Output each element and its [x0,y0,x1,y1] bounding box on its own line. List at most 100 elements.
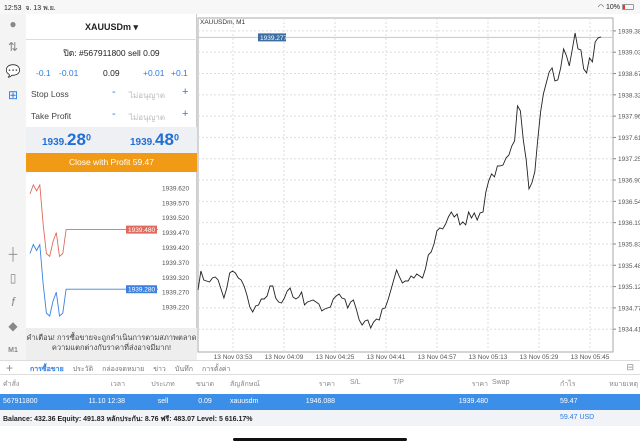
table-cell: คำสั่ง [3,381,20,388]
volume-value[interactable]: 0.09 [103,68,120,78]
y-tick-label: 1936.190 [618,220,640,227]
table-row[interactable]: 567911800 11.10 12:38 sell 0.09 xauusdm 1946.… [0,394,640,410]
mini-y-tick-label: 1939.320 [162,275,189,282]
home-indicator [233,438,407,441]
table-cell: ประเภท [151,381,175,388]
symbol-selector[interactable]: XAUUSDm ▾ [26,14,197,40]
take-profit-field[interactable]: ไม่อนุญาต [129,113,166,122]
chart-type-icon[interactable]: ▯ [9,271,17,285]
price-box: 1939.280 1939.480 [26,127,197,153]
table-cell: กำไร [560,381,576,388]
take-profit-label: Take Profit [31,111,72,121]
total-profit: 59.47 USD [560,414,595,421]
warning-line: ความแตกต่างกับราคาที่ส่งอาจมีมาก! [51,343,172,352]
tab-0[interactable]: การซื้อขาย [30,366,64,373]
x-tick-label: 13 Nov 04:57 [418,354,457,360]
ask-line [29,183,158,258]
chevron-down-icon: ▾ [133,22,139,32]
mini-y-tick-label: 1939.570 [162,200,189,207]
table-cell: Swap [492,379,510,386]
x-tick-label: 13 Nov 04:09 [265,354,304,360]
x-tick-label: 13 Nov 04:41 [367,354,406,360]
bid-price: 1939.280 [42,130,91,149]
timeframe-m1-icon[interactable]: M1 [8,347,18,354]
table-header: คำสั่ง เวลา ประเภท ขนาด สัญลักษณ์ ราคา S/L T/P ร… [0,375,640,393]
table-cell: 11.10 12:38 [88,398,125,405]
status-bar: 12:53 จ. 13 พ.ย. ◠ 10% [0,0,640,14]
bid-price-label: 1939.280 [128,287,155,294]
table-cell: 0.09 [198,398,212,405]
tab-4[interactable]: บันทึก [174,366,193,373]
y-tick-label: 1937.255 [618,156,640,163]
mini-y-tick-label: 1939.620 [162,185,189,192]
chart-title: XAUUSDm, M1 [200,19,246,26]
new-order-icon[interactable]: ⊞ [7,88,19,102]
current-price-label: 1939.277 [260,35,287,42]
chat-icon[interactable]: 💬 [5,64,21,78]
table-cell: หมายเหตุ [609,381,638,388]
ask-price-label: 1939.480 [128,227,155,234]
x-tick-label: 13 Nov 05:13 [469,354,508,360]
y-tick-label: 1935.835 [618,241,640,248]
stop-loss-minus-button[interactable]: - [112,86,116,98]
y-tick-label: 1934.770 [618,305,640,312]
bid-line [29,242,158,317]
layout-icon[interactable]: ⊟ [626,362,634,372]
balance-summary: Balance: 432.36 Equity: 491.83 หลักประกั… [3,416,253,423]
order-info: ปิด: #567911800 sell 0.09 [63,48,160,58]
tab-5[interactable]: การตั้งค่า [201,366,231,373]
table-cell: ขนาด [195,381,215,388]
battery-icon [622,4,634,11]
mini-y-tick-label: 1939.470 [162,230,189,237]
warning-message: คำเตือน! การซื้อขายจะถูกดำเนินการตามสภาพ… [26,328,197,360]
current-price-badge [258,33,286,42]
mini-y-tick-label: 1939.220 [162,305,189,312]
table-cell: ราคา [318,381,335,388]
table-cell: 59.47 [560,398,578,405]
volume-plus-0.1-button[interactable]: +0.1 [171,68,188,78]
objects-icon[interactable]: ◆ [8,319,18,333]
account-icon[interactable]: ● [9,17,17,31]
x-tick-label: 13 Nov 04:25 [316,354,355,360]
volume-plus-0.01-button[interactable]: +0.01 [143,68,165,78]
y-tick-label: 1935.480 [618,263,640,270]
take-profit-minus-button[interactable]: - [112,108,116,120]
add-icon[interactable]: + [6,361,14,375]
tick-chart: 1939.620 1939.570 1939.520 1939.470 1939.420… [29,183,189,317]
stop-loss-plus-button[interactable]: + [182,86,189,98]
table-cell: ราคา [471,381,488,388]
table-cell: sell [157,398,169,405]
order-panel: XAUUSDm ▾ ปิด: #567911800 sell 0.09 -0.1… [26,14,197,360]
table-cell: T/P [393,379,404,386]
tab-3[interactable]: ข่าว [153,366,166,373]
y-tick-label: 1938.320 [618,92,640,99]
bid-badge [126,285,157,294]
trade-arrows-icon[interactable]: ⇅ [7,40,19,54]
stop-loss-field[interactable]: ไม่อนุญาต [129,91,166,100]
crosshair-icon[interactable]: ┼ [8,247,18,261]
status-time: 12:53 จ. 13 พ.ย. [4,5,56,12]
price-chart[interactable]: 1939.385 1939.030 1938.675 1938.320 1937.965… [197,14,640,360]
close-with-profit-button[interactable]: Close with Profit 59.47 [26,153,197,172]
volume-minus-0.01-button[interactable]: -0.01 [59,68,79,78]
mini-y-tick-label: 1939.270 [162,290,189,297]
ask-price: 1939.480 [130,130,179,149]
x-tick-label: 13 Nov 05:45 [571,354,610,360]
indicators-icon[interactable]: f [11,295,15,309]
y-tick-label: 1935.125 [618,284,640,291]
table-cell: 1946.088 [305,398,335,405]
mini-y-tick-label: 1939.420 [162,245,189,252]
balance-bar: Balance: 432.36 Equity: 491.83 หลักประกั… [0,410,640,426]
stop-loss-label: Stop Loss [31,89,69,99]
take-profit-plus-button[interactable]: + [182,108,189,120]
table-cell: S/L [350,379,361,386]
tab-1[interactable]: ประวัติ [72,366,94,373]
tab-list: การซื้อขาย ประวัติ กล่องจดหมาย ข่าว บันทึก กา… [30,364,230,375]
table-cell: xauusdm [230,398,259,405]
y-tick-label: 1939.030 [618,50,640,57]
volume-minus-0.1-button[interactable]: -0.1 [36,68,51,78]
wifi-icon: ◠ [597,4,605,11]
x-tick-label: 13 Nov 05:29 [520,354,559,360]
tab-2[interactable]: กล่องจดหมาย [102,366,145,373]
terminal-tabs: + การซื้อขาย ประวัติ กล่องจดหมาย ข่าว บันทึก… [0,360,640,375]
